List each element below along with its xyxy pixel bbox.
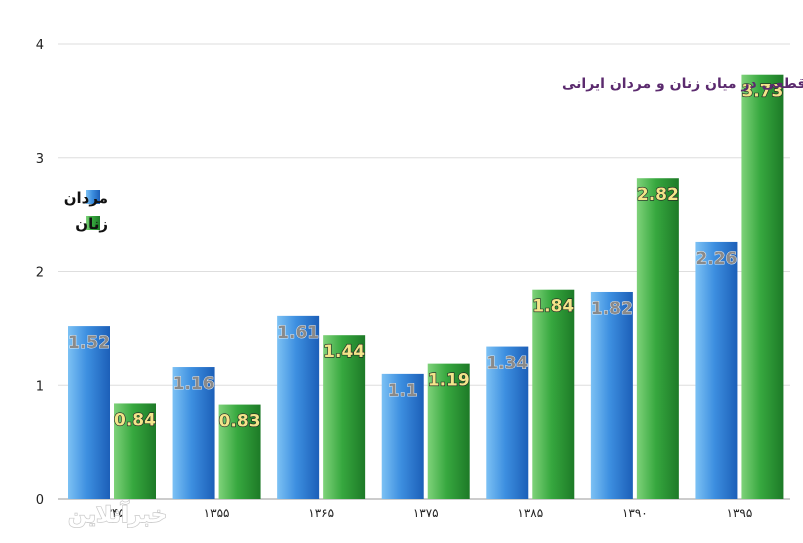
x-tick-label: ۱۳۷۵ (413, 506, 439, 520)
data-label-men: 1.61 (277, 323, 319, 343)
bar-women (532, 289, 575, 499)
y-axis-ticks: 0 1 2 3 4 (36, 38, 44, 508)
data-label-women: 0.84 (114, 410, 156, 430)
y-tick-label: 2 (36, 266, 44, 281)
data-labels: 1.52 0.84 1.160.83 1.611.44 1.1 1.19 1.34 1.84 1… (68, 81, 784, 432)
bar-women (741, 74, 784, 500)
data-label-women: 2.82 (637, 185, 679, 205)
bar-men (381, 373, 424, 499)
y-tick-label: 3 (36, 152, 44, 167)
bar-men (277, 315, 320, 499)
bar-women (218, 404, 261, 499)
data-label-men: 1.52 (68, 333, 110, 353)
watermark-logo: خبرآنلاین (67, 499, 167, 528)
bar-women (323, 335, 366, 499)
y-tick-label: 1 (36, 379, 44, 394)
bar-men (68, 326, 110, 499)
bar-men (486, 346, 529, 499)
legend: مردان زنان (64, 189, 108, 233)
data-label-men: 2.26 (695, 249, 737, 269)
x-axis-ticks: ۱۳۴۵ ۱۳۵۵ ۱۳۶۵ ۱۳۷۵ ۱۳۸۵ ۱۳۹۰ ۱۳۹۵ (99, 506, 752, 520)
bars (68, 74, 784, 500)
data-label-women: 3.73 (741, 82, 783, 102)
x-tick-label: ۱۳۹۵ (727, 506, 753, 520)
chart-title: میزان رشد تجرد قطعی در میان زنان و مردان… (562, 76, 803, 92)
legend-swatch-men (86, 190, 100, 204)
legend-label-women: زنان (75, 215, 108, 233)
bar-women (636, 178, 679, 499)
x-tick-label: ۱۳۵۵ (204, 506, 230, 520)
bar-women (114, 403, 156, 499)
x-tick-label: ۱۳۴۵ (99, 506, 125, 520)
data-label-women: 1.44 (323, 342, 365, 362)
data-label-men: 1.82 (591, 299, 633, 319)
bar-men (695, 241, 738, 500)
bar-men (172, 367, 215, 499)
legend-swatch-women (86, 216, 100, 230)
y-tick-label: 0 (36, 493, 44, 508)
data-label-women: 1.19 (428, 371, 470, 391)
gridlines (58, 43, 790, 500)
data-label-women: 1.84 (532, 297, 574, 317)
bar-women (427, 363, 470, 499)
y-tick-label: 4 (36, 38, 44, 53)
x-tick-label: ۱۳۶۵ (308, 506, 334, 520)
x-tick-label: ۱۳۹۰ (622, 506, 648, 520)
x-tick-label: ۱۳۸۵ (517, 506, 543, 520)
watermark-logo-text: خبرآنلاین (68, 500, 167, 528)
bar-men (590, 291, 633, 499)
data-label-men: 1.1 (388, 381, 418, 401)
legend-label-men: مردان (64, 189, 108, 207)
data-label-women: 0.83 (219, 412, 261, 432)
data-label-men: 1.34 (486, 354, 528, 374)
data-label-men: 1.16 (173, 374, 215, 394)
